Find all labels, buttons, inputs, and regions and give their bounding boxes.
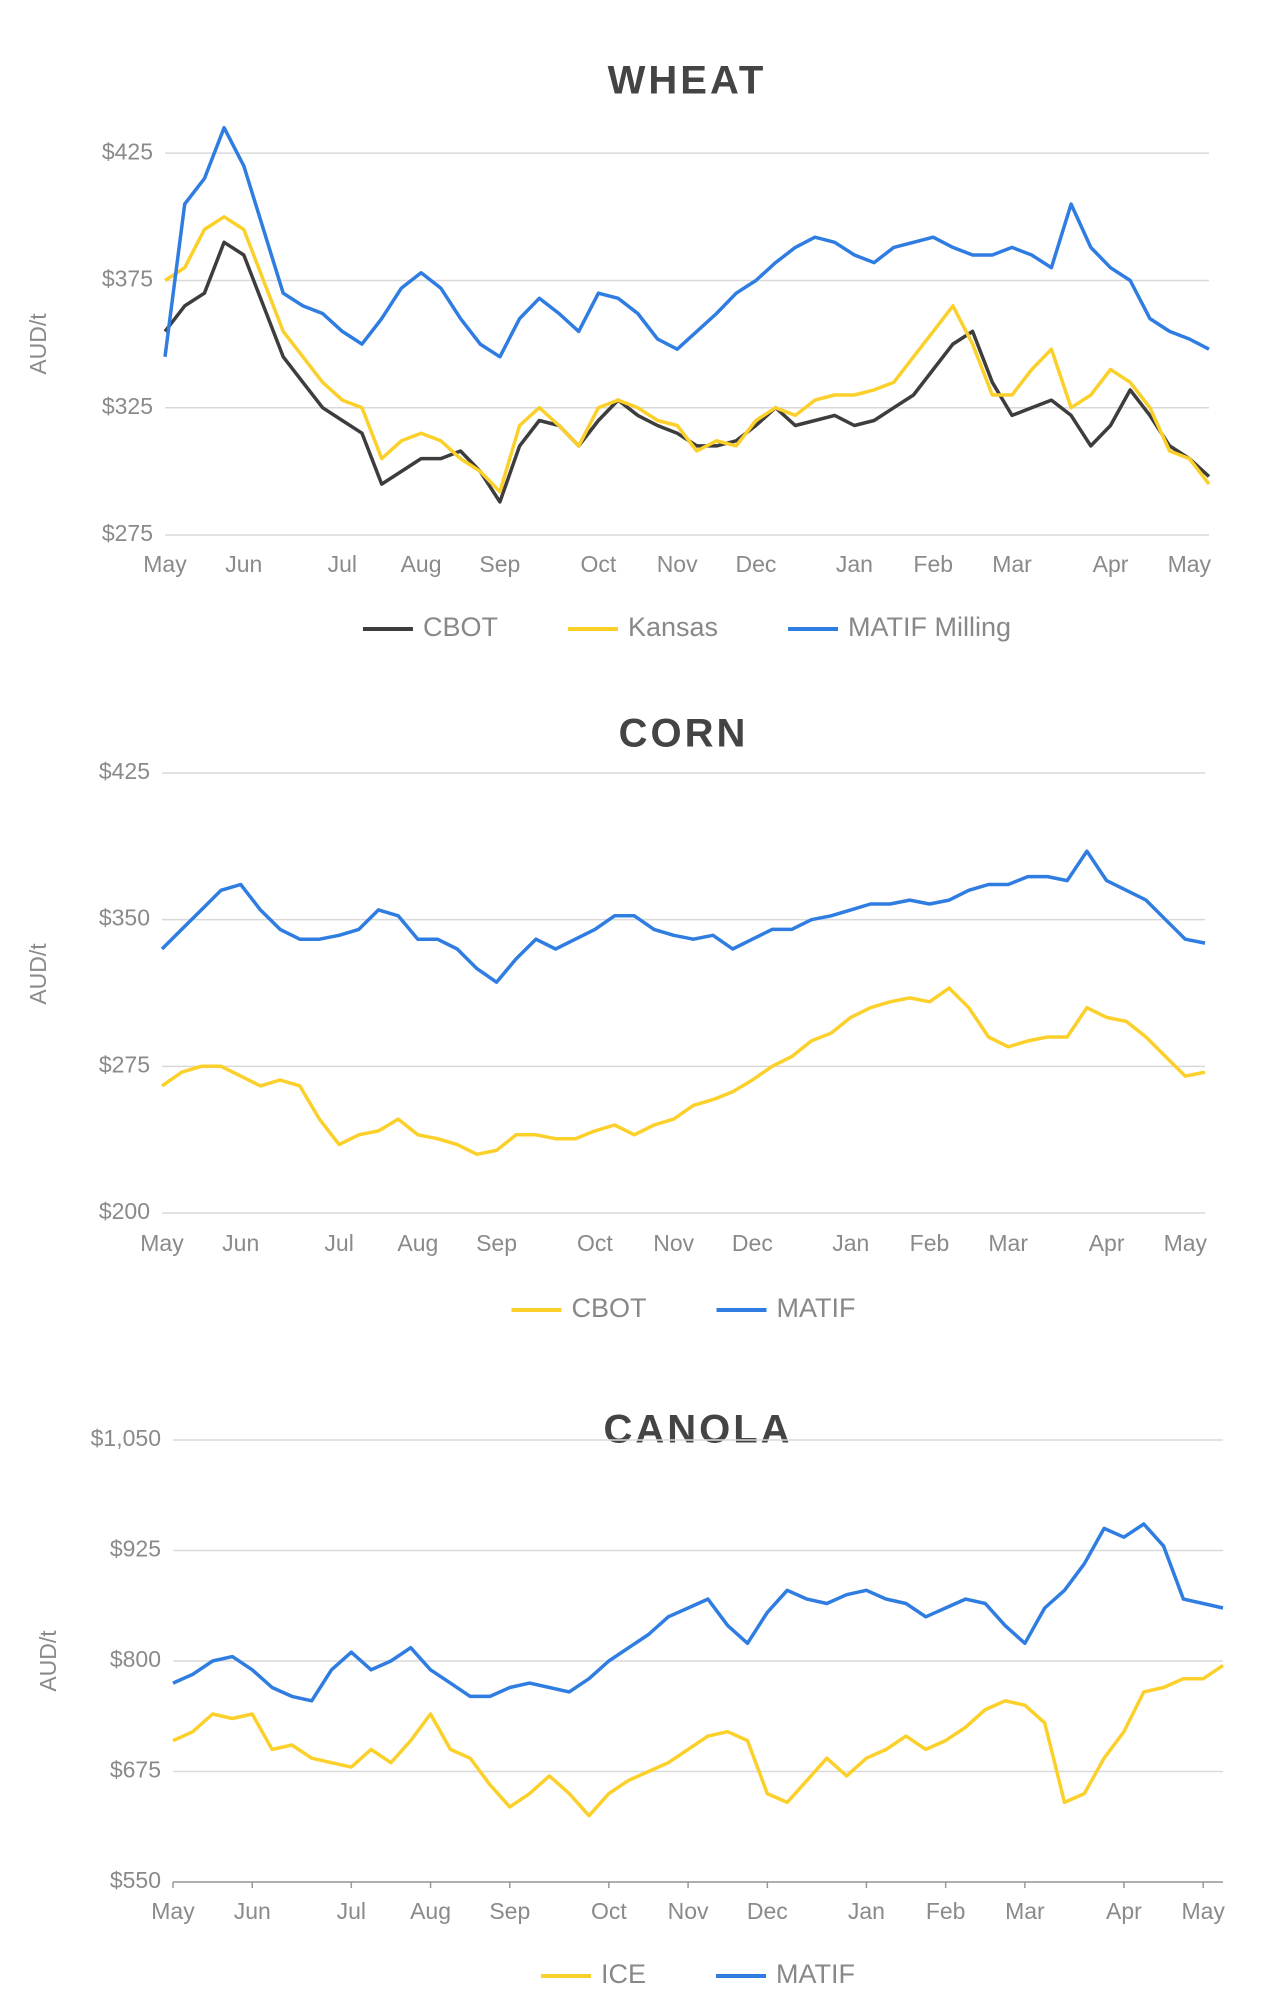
- y-axis-label: AUD/t: [35, 1630, 61, 1692]
- x-tick-label: Feb: [913, 551, 953, 577]
- x-tick-label: Jun: [234, 1898, 271, 1924]
- x-tick-label: Apr: [1106, 1898, 1142, 1924]
- x-tick-label: Aug: [410, 1898, 451, 1924]
- x-tick-label: May: [143, 551, 187, 577]
- y-tick-label: $925: [110, 1536, 161, 1562]
- x-tick-label: Sep: [489, 1898, 530, 1924]
- x-tick-label: Apr: [1093, 551, 1129, 577]
- x-tick-label: Jan: [832, 1230, 869, 1256]
- x-tick-label: Jan: [836, 551, 873, 577]
- x-tick-label: Nov: [668, 1898, 709, 1924]
- x-tick-label: Dec: [732, 1230, 773, 1256]
- x-tick-label: Aug: [397, 1230, 438, 1256]
- chart-title: CANOLA: [603, 1408, 792, 1452]
- x-tick-label: Oct: [591, 1898, 627, 1924]
- x-tick-label: Mar: [992, 551, 1032, 577]
- legend-label: Kansas: [628, 612, 718, 642]
- chart-title: WHEAT: [608, 59, 767, 103]
- y-tick-label: $1,050: [91, 1425, 161, 1451]
- x-tick-label: May: [1168, 551, 1212, 577]
- y-tick-label: $375: [102, 266, 153, 292]
- legend-label: MATIF Milling: [848, 612, 1011, 642]
- legend-label: CBOT: [423, 612, 498, 642]
- series-line: [172, 1663, 1224, 1818]
- x-tick-label: Sep: [476, 1230, 517, 1256]
- y-tick-label: $550: [110, 1867, 161, 1893]
- y-tick-label: $325: [102, 393, 153, 419]
- legend-label: MATIF: [777, 1293, 856, 1323]
- x-tick-label: Sep: [479, 551, 520, 577]
- x-tick-label: Mar: [988, 1230, 1028, 1256]
- x-tick-label: Jul: [328, 551, 357, 577]
- series-line: [163, 240, 1211, 504]
- x-tick-label: May: [151, 1898, 195, 1924]
- series-line: [163, 125, 1210, 359]
- x-tick-label: Aug: [401, 551, 442, 577]
- y-tick-label: $800: [110, 1646, 161, 1672]
- legend-label: CBOT: [572, 1293, 647, 1323]
- series-line: [161, 986, 1206, 1157]
- x-tick-label: May: [140, 1230, 184, 1256]
- legend-label: ICE: [601, 1959, 646, 1989]
- x-tick-label: Apr: [1089, 1230, 1125, 1256]
- x-tick-label: Feb: [910, 1230, 950, 1256]
- series-line: [164, 215, 1211, 494]
- x-tick-label: Jul: [337, 1898, 366, 1924]
- x-tick-label: Mar: [1005, 1898, 1045, 1924]
- y-tick-label: $200: [99, 1198, 150, 1224]
- series-line: [172, 1522, 1224, 1703]
- x-tick-label: Oct: [580, 551, 616, 577]
- x-tick-label: May: [1164, 1230, 1208, 1256]
- x-tick-label: Jan: [848, 1898, 885, 1924]
- y-tick-label: $275: [99, 1051, 150, 1077]
- x-tick-label: Jun: [222, 1230, 259, 1256]
- x-tick-label: Dec: [747, 1898, 788, 1924]
- x-tick-label: May: [1181, 1898, 1225, 1924]
- x-tick-label: Oct: [577, 1230, 613, 1256]
- y-axis-label: AUD/t: [25, 313, 51, 375]
- series-line: [160, 849, 1206, 984]
- x-tick-label: Nov: [657, 551, 698, 577]
- y-axis-label: AUD/t: [25, 943, 51, 1005]
- y-tick-label: $275: [102, 520, 153, 546]
- y-tick-label: $425: [102, 138, 153, 164]
- x-tick-label: Jul: [324, 1230, 353, 1256]
- x-tick-label: Dec: [735, 551, 776, 577]
- y-tick-label: $675: [110, 1757, 161, 1783]
- legend-label: MATIF: [776, 1959, 855, 1989]
- chart-title: CORN: [619, 712, 749, 756]
- y-tick-label: $425: [99, 758, 150, 784]
- x-tick-label: Feb: [926, 1898, 966, 1924]
- x-tick-label: Jun: [225, 551, 262, 577]
- x-tick-label: Nov: [653, 1230, 694, 1256]
- y-tick-label: $350: [99, 905, 150, 931]
